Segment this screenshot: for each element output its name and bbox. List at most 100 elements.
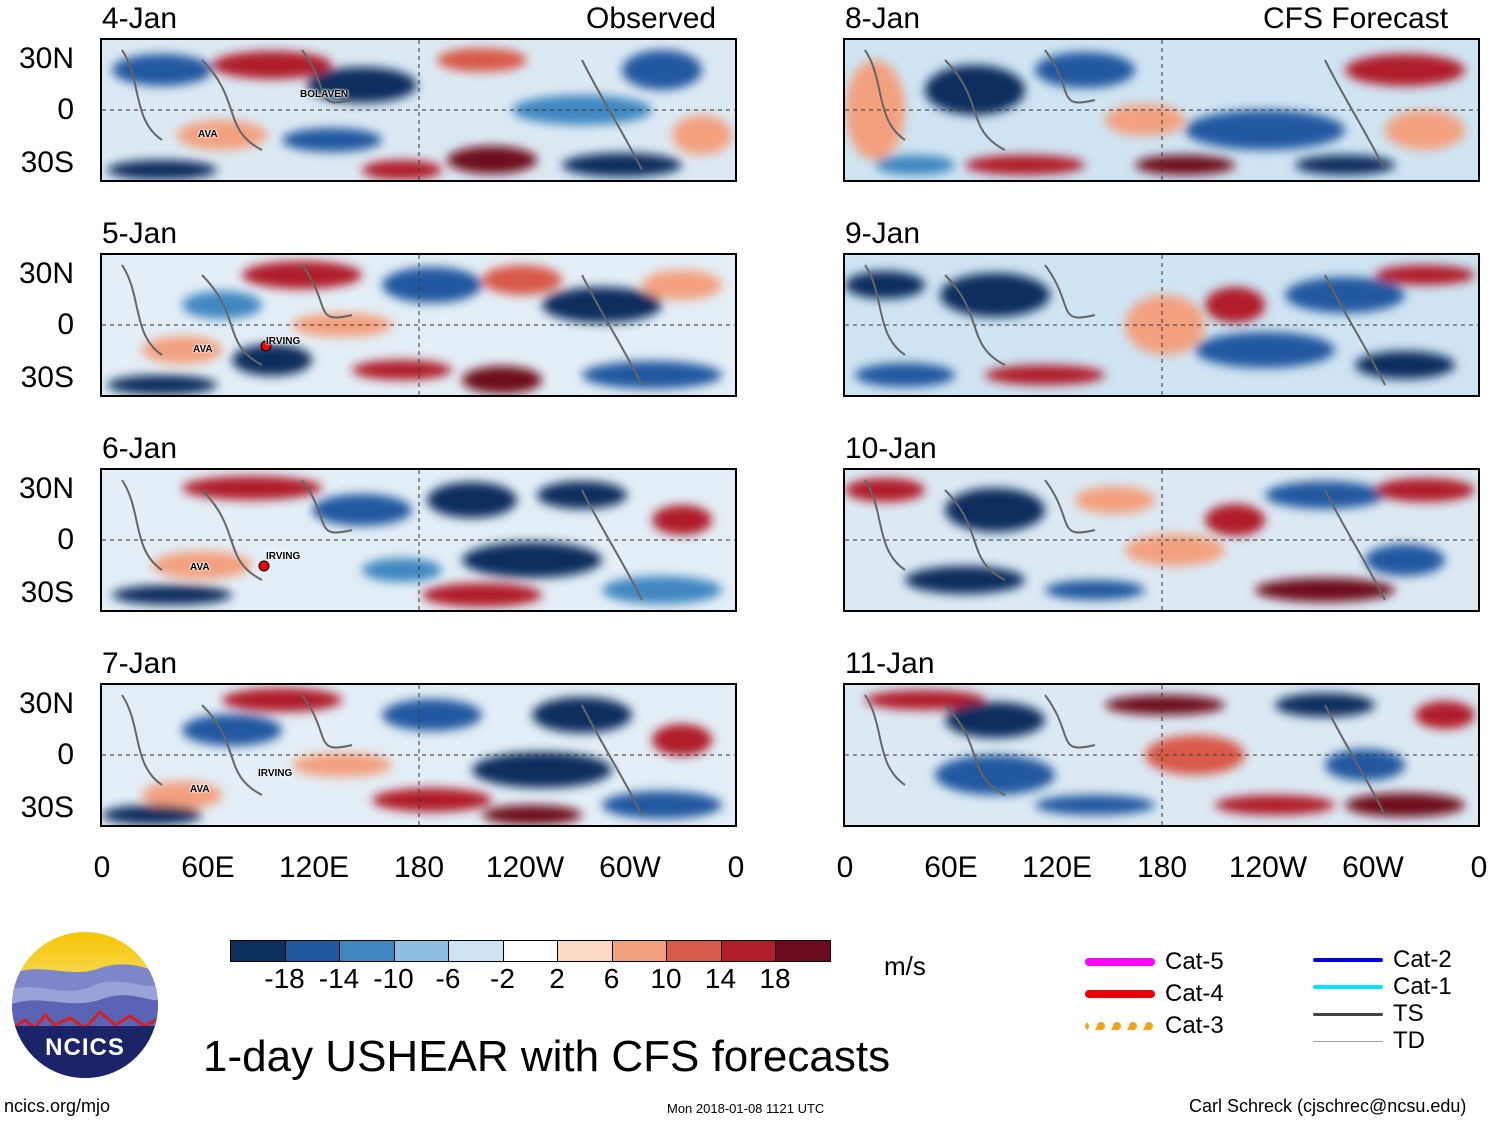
lat-label-0: 0 — [57, 738, 74, 771]
lon-label-60e: 60E — [181, 851, 235, 884]
colorbar-tick-label: 14 — [704, 963, 737, 994]
lat-label-30s: 30S — [20, 361, 74, 394]
panel-date-4-jan: 4-Jan — [102, 2, 178, 35]
legend-swatch-cat-1 — [1313, 985, 1383, 989]
colorbar-tick-label: -18 — [264, 963, 305, 994]
shear-field — [102, 470, 735, 610]
hurricane-icon — [260, 340, 272, 352]
storm-label-irving: IRVING — [258, 768, 293, 779]
lat-label-30s: 30S — [20, 791, 74, 824]
colorbar-tick-label: 10 — [650, 963, 682, 994]
panel-date-6-jan: 6-Jan — [102, 432, 178, 465]
colorbar-swatch — [393, 940, 449, 962]
lat-label-30n: 30N — [18, 42, 74, 75]
colorbar-swatch — [230, 940, 286, 962]
map-observed-5-jan: AVA IRVING — [100, 253, 737, 397]
colorbar-tick-label: 18 — [759, 963, 791, 994]
lon-label-0-east: 0 — [727, 851, 745, 884]
shear-field — [845, 470, 1478, 610]
colorbar-swatch — [611, 940, 667, 962]
legend-swatch-cat-2 — [1313, 958, 1383, 962]
lat-label-0: 0 — [57, 523, 74, 556]
colorbar-tick-label: 2 — [549, 963, 565, 994]
lon-label-0-east: 0 — [1470, 851, 1488, 884]
lon-label-60e: 60E — [924, 851, 978, 884]
lat-label-0: 0 — [57, 93, 74, 126]
forecast-header: CFS Forecast — [1263, 2, 1449, 35]
colorbar-swatch — [502, 940, 558, 962]
footer-author: Carl Schreck (cjschrec@ncsu.edu) — [1189, 1096, 1467, 1116]
legend-label-cat-1: Cat-1 — [1393, 973, 1452, 1000]
footer-timestamp: Mon 2018-01-08 1121 UTC — [667, 1101, 825, 1116]
lon-label-60w: 60W — [599, 851, 661, 884]
legend-label-cat-2: Cat-2 — [1393, 946, 1452, 973]
panel-date-8-jan: 8-Jan — [845, 2, 921, 35]
lon-label-120e: 120E — [1021, 851, 1093, 884]
panel-date-5-jan: 5-Jan — [102, 217, 178, 250]
map-forecast-8-jan — [843, 38, 1480, 182]
footer-website: ncics.org/mjo — [4, 1096, 111, 1116]
shear-field — [102, 40, 735, 180]
map-forecast-9-jan — [843, 253, 1480, 397]
storm-label-ava: AVA — [193, 344, 213, 355]
colorbar-swatch — [666, 940, 722, 962]
legend-label-cat-5: Cat-5 — [1165, 948, 1224, 975]
legend-label-ts: TS — [1393, 1000, 1424, 1027]
map-observed-4-jan: BOLAVEN AVA — [100, 38, 737, 182]
lat-label-30n: 30N — [18, 257, 74, 290]
map-observed-7-jan: AVA IRVING — [100, 683, 737, 827]
shear-field — [845, 685, 1478, 825]
lat-label-30s: 30S — [20, 146, 74, 179]
colorbar-swatch — [720, 940, 776, 962]
colorbar-swatch — [448, 940, 504, 962]
lon-label-180: 180 — [393, 851, 445, 884]
lat-label-30n: 30N — [18, 472, 74, 505]
lon-label-0: 0 — [836, 851, 854, 884]
storm-label-ava: AVA — [190, 562, 210, 573]
storm-label-ava: AVA — [190, 784, 210, 795]
ncics-logo: NCICS — [12, 932, 158, 1078]
colorbar-tick-label: -10 — [373, 963, 414, 994]
legend-label-td: TD — [1393, 1027, 1425, 1054]
logo-text: NCICS — [45, 1034, 125, 1061]
shear-field — [845, 40, 1478, 180]
legend-swatch-cat-3 — [1085, 1022, 1155, 1030]
shear-field — [102, 685, 735, 825]
colorbar-swatch — [557, 940, 613, 962]
storm-label-irving: IRVING — [266, 551, 301, 562]
lat-label-30s: 30S — [20, 576, 74, 609]
colorbar-tick-label: 6 — [603, 963, 620, 994]
map-forecast-11-jan — [843, 683, 1480, 827]
colorbar-swatch — [284, 940, 340, 962]
storm-label-bolaven: BOLAVEN — [300, 89, 349, 100]
lat-label-30n: 30N — [18, 687, 74, 720]
legend-swatch-ts — [1313, 1012, 1383, 1016]
colorbar-tick-label: -2 — [490, 963, 515, 994]
figure-title: 1-day USHEAR with CFS forecasts — [203, 1032, 891, 1081]
panel-date-11-jan: 11-Jan — [845, 647, 935, 680]
colorbar-swatch — [775, 940, 831, 962]
legend-swatch-td — [1313, 1040, 1383, 1042]
panel-date-9-jan: 9-Jan — [845, 217, 921, 250]
map-forecast-10-jan — [843, 468, 1480, 612]
shear-field — [845, 255, 1478, 395]
map-observed-6-jan: AVA IRVING — [100, 468, 737, 612]
storm-label-ava: AVA — [198, 129, 218, 140]
lon-label-180: 180 — [1136, 851, 1188, 884]
hurricane-icon — [258, 560, 270, 572]
lon-label-120w: 120W — [1228, 851, 1308, 884]
panel-date-7-jan: 7-Jan — [102, 647, 178, 680]
lon-label-0: 0 — [93, 851, 111, 884]
shear-field — [102, 255, 735, 395]
lon-label-120e: 120E — [278, 851, 350, 884]
colorbar-swatch — [339, 940, 395, 962]
legend-label-cat-3: Cat-3 — [1165, 1012, 1224, 1039]
legend-swatch-cat-4 — [1085, 990, 1155, 998]
legend-label-cat-4: Cat-4 — [1165, 980, 1224, 1007]
lon-label-60w: 60W — [1342, 851, 1404, 884]
legend-swatch-cat-5 — [1085, 958, 1155, 966]
lat-label-0: 0 — [57, 308, 74, 341]
storm-label-irving: IRVING — [266, 336, 301, 347]
colorbar-units: m/s — [884, 951, 926, 981]
observed-header: Observed — [586, 2, 717, 35]
